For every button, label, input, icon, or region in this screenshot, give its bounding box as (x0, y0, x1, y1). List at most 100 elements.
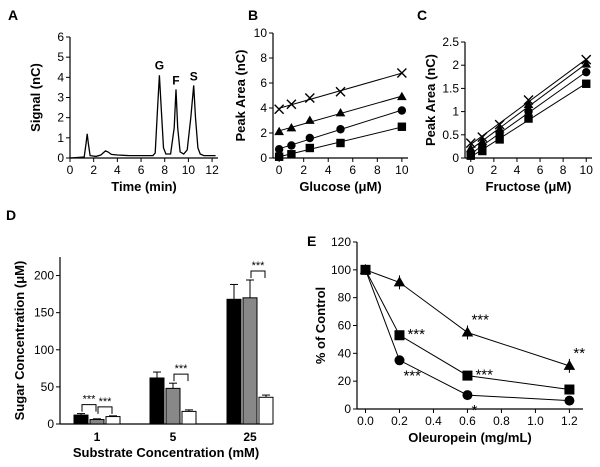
data-point-square (478, 146, 487, 156)
panel-letter: B (248, 7, 258, 23)
bar-gray (89, 419, 105, 425)
significance-label: *** (407, 326, 425, 343)
data-point-x (335, 86, 346, 97)
y-tick-label: 1.5 (442, 81, 459, 95)
significance-label: *** (403, 367, 421, 384)
data-point-square (287, 150, 296, 159)
y-tick-label: 2.5 (442, 35, 459, 49)
x-tick-label: 2 (90, 163, 97, 177)
panel-letter: D (6, 207, 16, 223)
bar-gray (242, 297, 258, 425)
y-axis-label: Signal (nC) (28, 63, 43, 132)
x-tick-label: 4 (514, 163, 521, 177)
y-axis-label: Peak Area (nC) (423, 54, 438, 146)
data-point-triangle (274, 126, 284, 136)
y-tick-label: 10 (254, 26, 268, 40)
y-tick-label: 40 (338, 346, 352, 360)
data-point-x (396, 68, 407, 78)
data-point-square (305, 143, 315, 153)
significance-label: *** (471, 311, 489, 328)
x-tick-label: 8 (161, 163, 168, 177)
y-tick-label: 1 (452, 105, 459, 119)
data-point-circle (274, 145, 284, 154)
data-point-triangle (393, 276, 406, 287)
panel-letter: A (8, 7, 18, 23)
data-point-square (495, 135, 504, 144)
x-tick-label: 6 (349, 163, 356, 177)
x-tick-label: 1.2 (561, 414, 578, 428)
peak-label: G (155, 58, 164, 72)
y-tick-label: 0 (344, 402, 351, 416)
x-tick-label: 0.8 (493, 414, 510, 428)
x-axis-label: Time (min) (111, 179, 177, 194)
data-point-square (394, 330, 405, 341)
x-tick-label: 6 (138, 163, 145, 177)
panel-letter: E (307, 233, 316, 249)
data-point-triangle (581, 59, 592, 68)
significance-bracket (97, 406, 113, 414)
data-point-triangle (563, 359, 576, 370)
x-tick-label: 5 (170, 430, 177, 444)
data-point-square (462, 370, 473, 381)
significance-label: *** (83, 394, 97, 406)
data-point-square (524, 114, 533, 123)
y-tick-label: 20 (338, 374, 352, 388)
panel-b: B 0 2 4 6 8 10 0 2 4 6 8 10 Glucose (μM) Peak Area (nC… (233, 7, 409, 194)
y-tick-label: 0 (47, 417, 54, 431)
y-tick-label: 0 (260, 151, 267, 165)
y-tick-label: 60 (338, 319, 352, 333)
x-tick-label: 8 (560, 163, 567, 177)
x-tick-label: 1.0 (527, 414, 544, 428)
significance-bracket (81, 404, 97, 412)
y-tick-label: 200 (34, 269, 54, 283)
data-point-square (466, 151, 475, 160)
y-tick-label: 4 (260, 101, 267, 115)
bar-black (149, 377, 165, 425)
x-tick-label: 10 (182, 163, 196, 177)
y-axis-label: % of Control (313, 287, 328, 364)
data-point-circle (394, 355, 405, 366)
y-tick-label: 100 (34, 343, 54, 357)
y-tick-label: 2 (57, 111, 64, 125)
data-point-circle (397, 106, 407, 115)
bar-white (181, 410, 197, 425)
x-tick-label: 2 (300, 163, 307, 177)
panel-c: C 0 2 4 6 8 10 0 0.5 1 1.5 2 2.5 Fructose (μM) Peak Ar… (417, 7, 593, 194)
y-tick-label: 0.5 (442, 128, 459, 142)
significance-label: *** (475, 367, 493, 384)
y-tick-label: 4 (57, 70, 64, 84)
y-axis-label: Peak Area (nC) (233, 50, 248, 142)
bar-white (105, 416, 121, 425)
data-point-circle (524, 107, 533, 116)
data-point-circle (360, 264, 371, 275)
x-tick-label: 2 (491, 163, 498, 177)
series-line-triangle (365, 269, 570, 367)
x-tick-label: 10 (395, 163, 409, 177)
x-tick-label: 0.6 (459, 414, 476, 428)
y-tick-label: 6 (260, 76, 267, 90)
x-tick-label: 1 (94, 430, 101, 444)
panel-d: D 0 50 100 150 200 Substrate Concentration (mM… (6, 207, 274, 460)
data-point-triangle (397, 91, 407, 101)
significance-label: * (471, 402, 477, 419)
y-tick-label: 150 (34, 306, 54, 320)
x-tick-label: 0.0 (357, 414, 374, 428)
y-tick-label: 100 (331, 263, 351, 277)
significance-label: *** (175, 363, 189, 375)
significance-label: *** (99, 396, 113, 408)
peak-label: S (190, 69, 198, 83)
data-point-triangle (461, 326, 474, 337)
data-point-square (397, 122, 407, 131)
x-axis-label: Glucose (μM) (299, 179, 381, 194)
significance-label: *** (252, 260, 266, 272)
y-tick-label: 2 (452, 58, 459, 72)
x-tick-label: 25 (243, 430, 257, 444)
y-axis-label: Sugar Concentration (μM) (12, 261, 27, 421)
y-tick-label: 0 (57, 151, 64, 165)
significance-bracket (250, 270, 266, 279)
y-tick-label: 1 (57, 131, 64, 145)
bar-white (258, 396, 274, 425)
x-tick-label: 10 (580, 163, 594, 177)
y-tick-label: 50 (41, 380, 55, 394)
